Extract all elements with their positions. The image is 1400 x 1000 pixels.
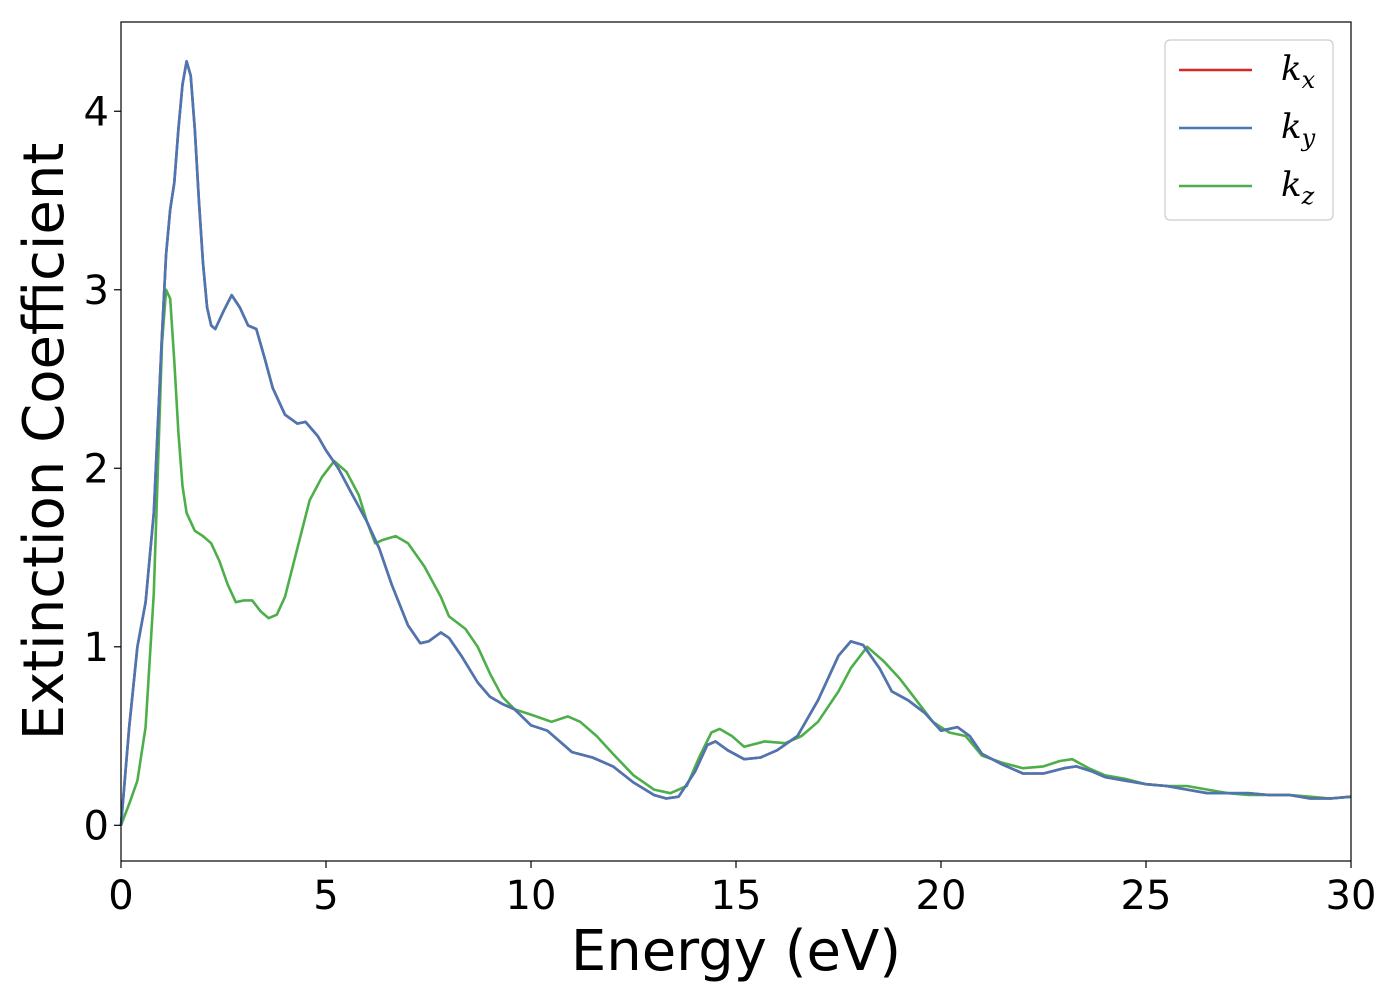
x-tick-label: 20 <box>916 873 967 919</box>
legend-box <box>1164 39 1334 221</box>
y-tick-label: 1 <box>84 625 109 671</box>
y-axis-ticks: 0 1 2 3 4 <box>84 89 121 849</box>
legend: kx ky kz <box>1164 39 1334 221</box>
series-layer <box>119 60 1352 826</box>
x-tick-label: 15 <box>711 873 762 919</box>
x-tick-label: 5 <box>313 873 338 919</box>
x-axis-ticks: 0 5 10 15 20 25 30 <box>108 861 1376 919</box>
y-tick-label: 2 <box>84 446 109 492</box>
legend-label-x: kx <box>1281 49 1316 94</box>
x-tick-label: 25 <box>1121 873 1172 919</box>
y-tick-label: 0 <box>84 803 109 849</box>
y-tick-label: 3 <box>84 268 109 314</box>
series-line-z <box>119 288 1352 826</box>
x-axis-label: Energy (eV) <box>571 919 901 984</box>
y-axis-label: Extinction Coefficient <box>12 143 77 741</box>
series-line-y <box>119 60 1352 826</box>
legend-label-z: kz <box>1281 165 1315 210</box>
y-tick-label: 4 <box>84 89 109 135</box>
x-tick-label: 10 <box>506 873 557 919</box>
x-tick-label: 0 <box>108 873 133 919</box>
x-tick-label: 30 <box>1326 873 1377 919</box>
legend-label-y: ky <box>1281 107 1316 152</box>
